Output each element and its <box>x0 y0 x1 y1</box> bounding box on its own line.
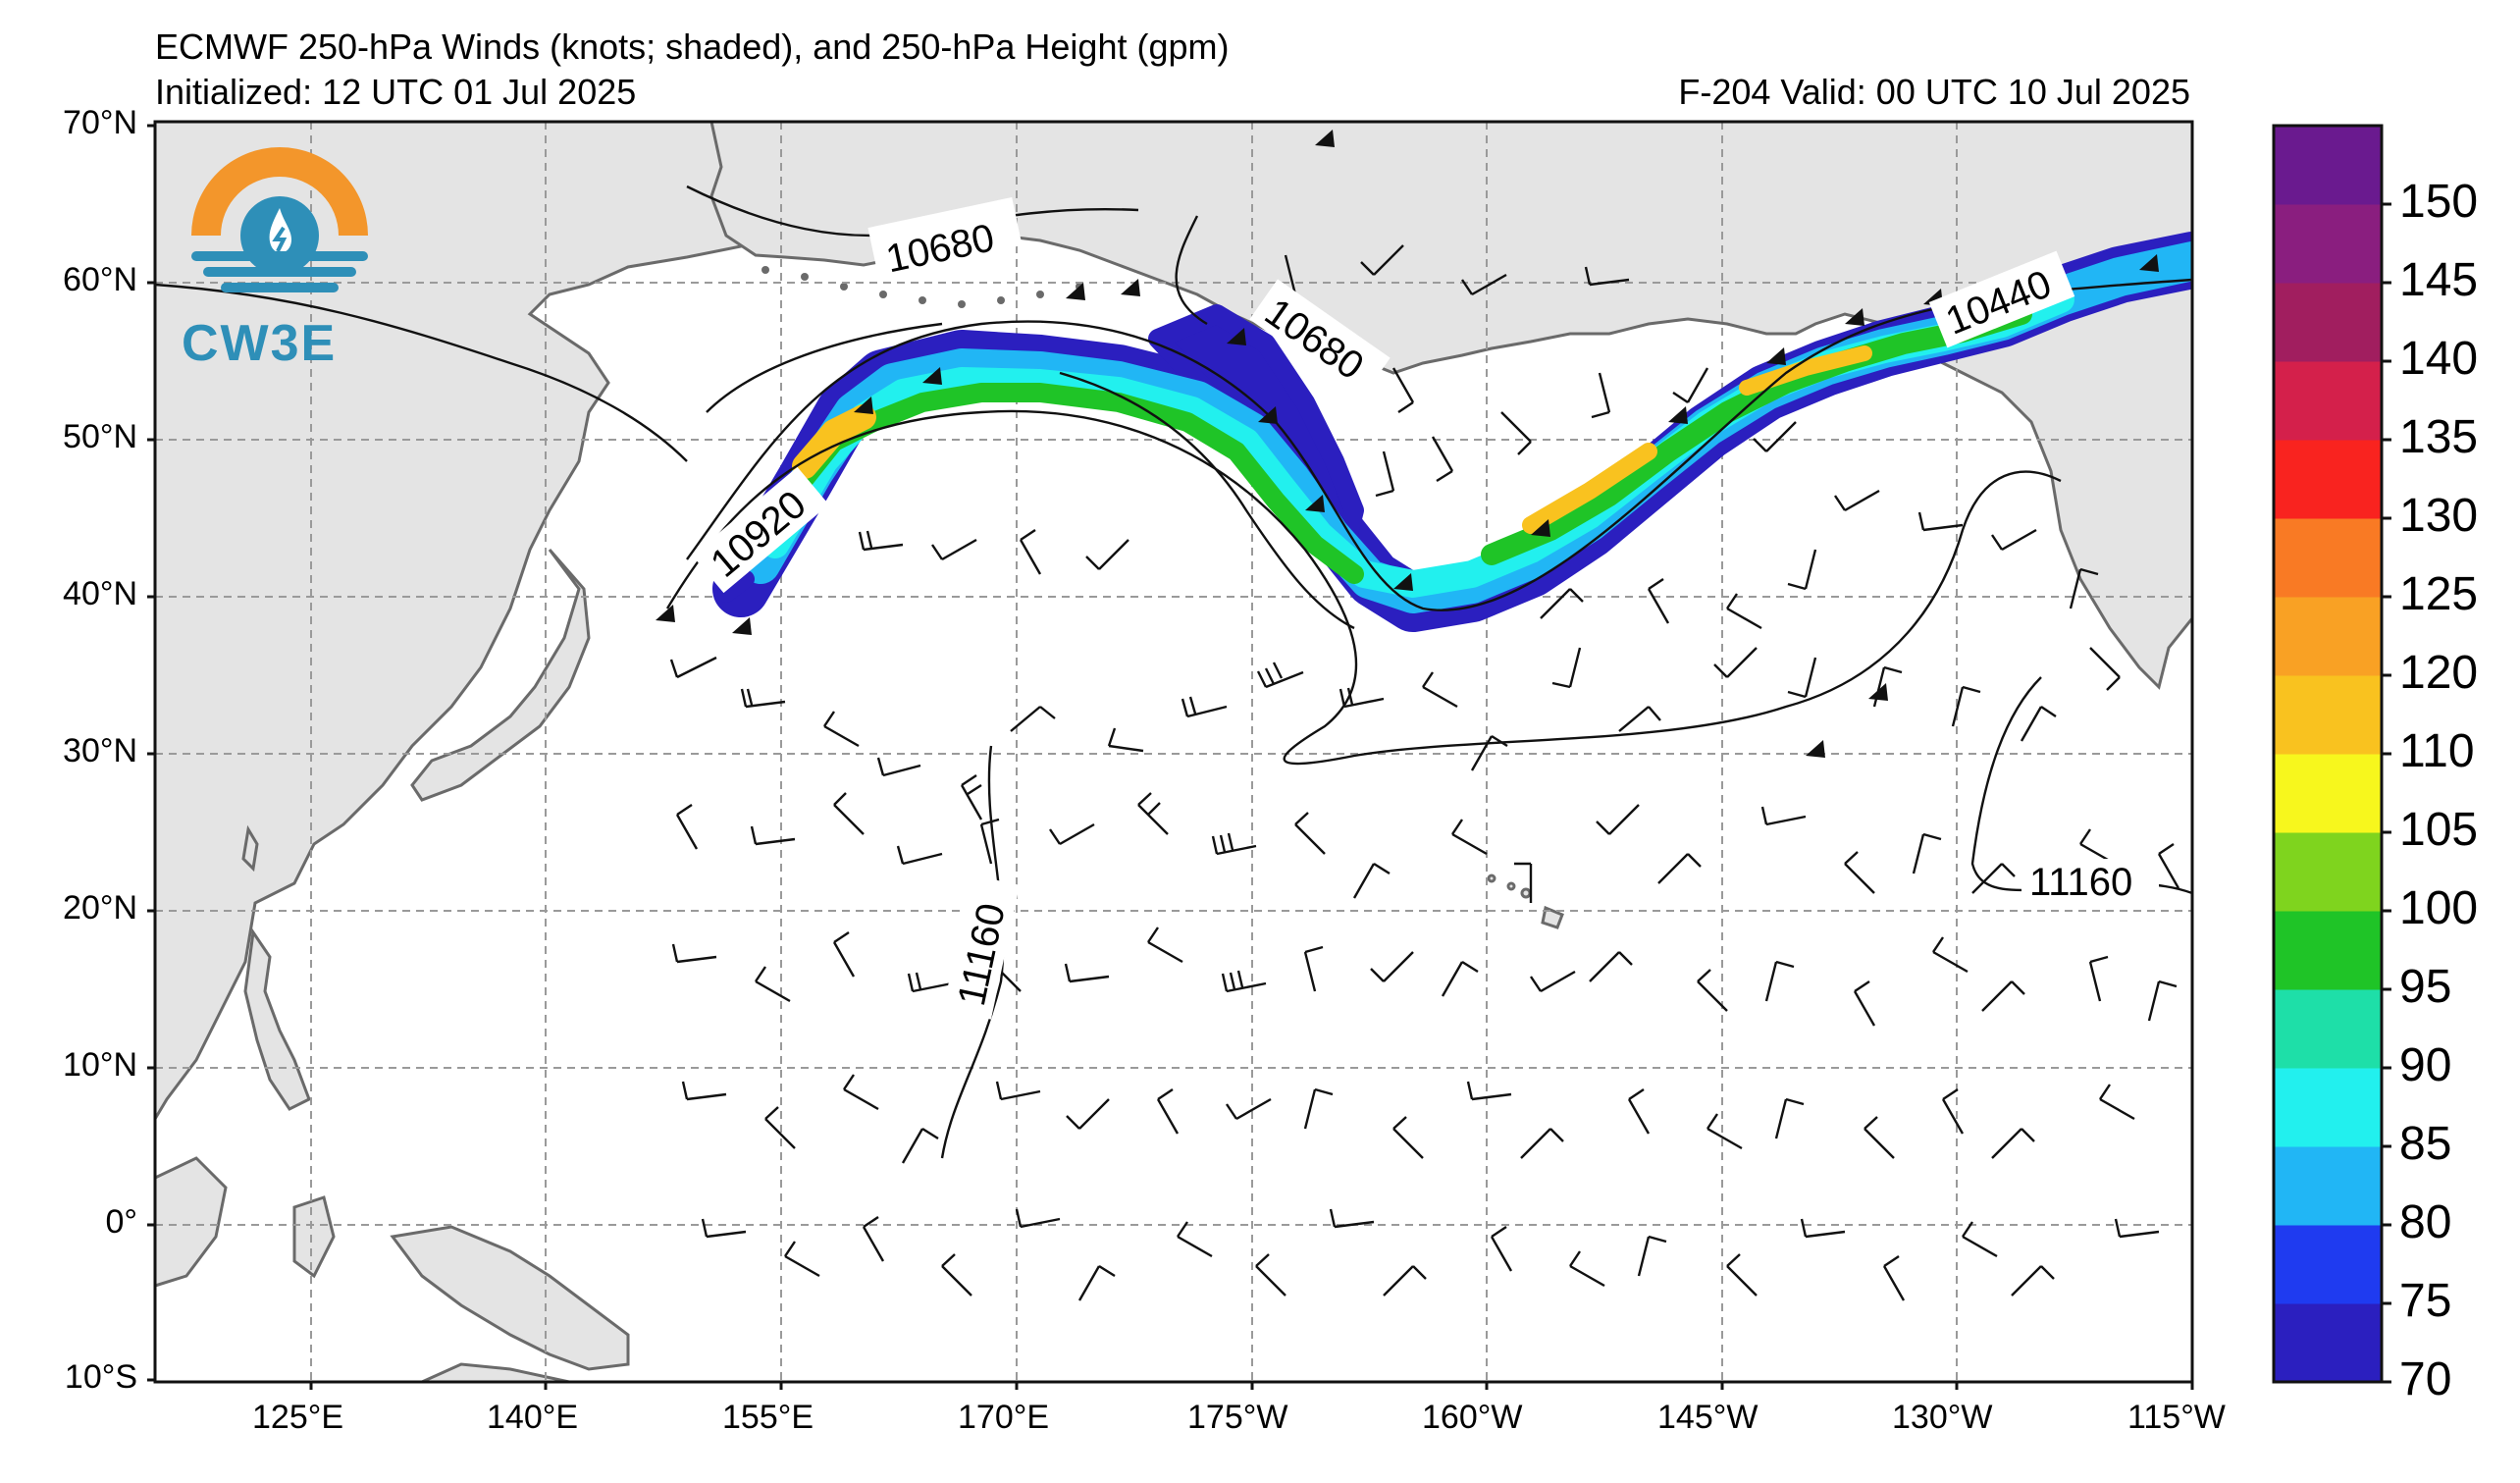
lon-label-175w: 175°W <box>1187 1399 1288 1436</box>
colorbar-segment <box>2274 361 2382 441</box>
lon-label-160w: 160°W <box>1422 1399 1523 1436</box>
colorbar <box>2274 126 2391 1384</box>
colorbar-segment <box>2274 597 2382 676</box>
initialized-time: Initialized: 12 UTC 01 Jul 2025 <box>155 72 637 112</box>
lat-label-10n: 10°N <box>63 1046 137 1084</box>
lat-label-10s: 10°S <box>64 1358 137 1396</box>
land-borneo <box>155 1156 228 1288</box>
colorbar-label: 80 <box>2399 1196 2452 1248</box>
axis-ticks <box>147 124 2194 1390</box>
hawaii-islands <box>1487 874 1564 929</box>
contour-label-11160-east: 11160 <box>2029 861 2132 904</box>
lon-label-140e: 140°E <box>487 1399 579 1436</box>
lat-label-40n: 40°N <box>63 575 137 612</box>
land-australia <box>421 1362 570 1382</box>
colorbar-label: 100 <box>2399 882 2479 934</box>
land-japan <box>410 549 591 802</box>
colorbar-segment <box>2274 989 2382 1069</box>
wind-pennants <box>656 130 2159 758</box>
logo-text: CW3E <box>182 315 338 372</box>
land-taiwan <box>241 824 259 873</box>
colorbar-segment <box>2274 440 2382 519</box>
colorbar-segment <box>2274 204 2382 284</box>
lon-label-125e: 125°E <box>252 1399 344 1436</box>
colorbar-label: 125 <box>2399 568 2479 620</box>
cw3e-logo: CW3E <box>182 137 378 373</box>
jet-stream-shading <box>712 232 2192 632</box>
lon-label-115w: 115°W <box>2127 1399 2226 1436</box>
lon-label-130w: 130°W <box>1892 1399 1993 1436</box>
colorbar-label: 105 <box>2399 804 2479 856</box>
map-title: ECMWF 250-hPa Winds (knots; shaded), and… <box>155 26 1230 67</box>
lat-label-60n: 60°N <box>63 261 137 298</box>
colorbar-label: 135 <box>2399 411 2479 463</box>
colorbar-segment <box>2274 1225 2382 1304</box>
colorbar-segment <box>2274 1068 2382 1147</box>
colorbar-segment <box>2274 911 2382 990</box>
lat-label-50n: 50°N <box>63 418 137 455</box>
land-sulawesi <box>292 1195 336 1279</box>
colorbar-frame <box>2272 124 2384 1384</box>
colorbar-segment <box>2274 754 2382 833</box>
land-philippines <box>243 927 311 1111</box>
colorbar-segment <box>2274 283 2382 362</box>
colorbar-segment <box>2274 675 2382 755</box>
lon-label-170e: 170°E <box>958 1399 1050 1436</box>
lon-label-155e: 155°E <box>722 1399 814 1436</box>
colorbar-segment <box>2274 126 2382 205</box>
cw3e-logo-icon <box>191 147 368 292</box>
lat-label-20n: 20°N <box>63 889 137 927</box>
colorbar-label: 110 <box>2399 725 2475 777</box>
lat-label-30n: 30°N <box>63 732 137 769</box>
colorbar-label: 75 <box>2399 1275 2452 1327</box>
colorbar-segment <box>2274 1303 2382 1383</box>
land-new-guinea <box>390 1225 630 1371</box>
colorbar-label: 140 <box>2399 333 2479 385</box>
lat-label-70n: 70°N <box>63 104 137 141</box>
colorbar-label: 130 <box>2399 490 2479 542</box>
colorbar-label: 145 <box>2399 254 2479 306</box>
colorbar-label: 85 <box>2399 1118 2452 1170</box>
colorbar-segment <box>2274 1146 2382 1226</box>
colorbar-label: 120 <box>2399 647 2479 699</box>
land-asia <box>155 122 875 1122</box>
colorbar-segment <box>2274 518 2382 598</box>
colorbar-segment <box>2274 832 2382 912</box>
map-frame <box>153 120 2194 1384</box>
valid-time: F-204 Valid: 00 UTC 10 Jul 2025 <box>1678 72 2190 112</box>
colorbar-label: 95 <box>2399 961 2452 1013</box>
lat-label-0: 0° <box>105 1203 137 1241</box>
colorbar-label: 150 <box>2399 176 2479 228</box>
colorbar-label: 90 <box>2399 1039 2452 1091</box>
colorbar-label: 70 <box>2399 1353 2452 1405</box>
lon-label-145w: 145°W <box>1657 1399 1759 1436</box>
wind-barbs <box>669 244 2180 1301</box>
